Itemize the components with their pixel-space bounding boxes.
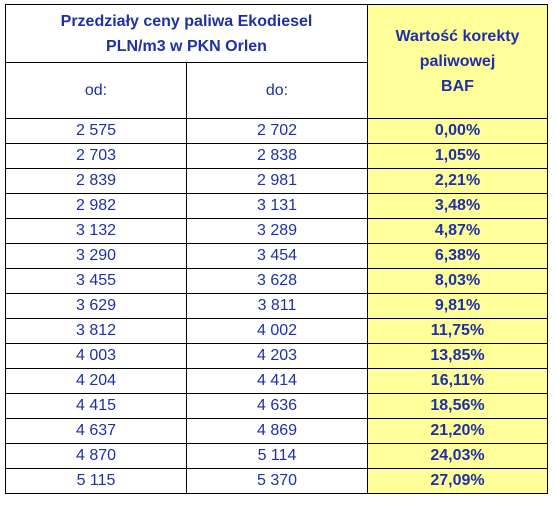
table-row: 3 812 4 002 11,75% (5, 318, 548, 344)
baf-header-line2: paliwowej (419, 53, 496, 70)
to-cell: 3 811 (186, 293, 368, 319)
price-range-header: Przedziały ceny paliwa Ekodiesel PLN/m3 … (5, 4, 368, 63)
baf-table-container: Przedziały ceny paliwa Ekodiesel PLN/m3 … (5, 4, 548, 494)
to-header: do: (186, 62, 368, 119)
table-row: 4 870 5 114 24,03% (5, 443, 548, 469)
baf-value-cell: 21,20% (367, 418, 548, 444)
table-row: 2 982 3 131 3,48% (5, 193, 548, 219)
baf-value-cell: 4,87% (367, 218, 548, 244)
baf-value-cell: 27,09% (367, 468, 548, 494)
to-cell: 4 203 (186, 343, 368, 369)
table-row: 4 003 4 203 13,85% (5, 343, 548, 369)
baf-value-cell: 9,81% (367, 293, 548, 319)
baf-value-cell: 2,21% (367, 168, 548, 194)
baf-value-cell: 1,05% (367, 143, 548, 169)
baf-table-body: Przedziały ceny paliwa Ekodiesel PLN/m3 … (5, 4, 548, 494)
header-row-sub: od: do: (5, 62, 548, 119)
to-cell: 3 289 (186, 218, 368, 244)
table-row: 2 575 2 702 0,00% (5, 118, 548, 144)
from-cell: 2 703 (5, 143, 187, 169)
from-cell: 5 115 (5, 468, 187, 494)
baf-header-line1: Wartość korekty (395, 28, 520, 45)
baf-value-cell: 24,03% (367, 443, 548, 469)
from-cell: 4 204 (5, 368, 187, 394)
table-row: 3 629 3 811 9,81% (5, 293, 548, 319)
table-row: 3 132 3 289 4,87% (5, 218, 548, 244)
to-cell: 3 628 (186, 268, 368, 294)
baf-value-cell: 0,00% (367, 118, 548, 144)
table-row: 3 455 3 628 8,03% (5, 268, 548, 294)
from-header: od: (5, 62, 187, 119)
table-row: 3 290 3 454 6,38% (5, 243, 548, 269)
to-cell: 2 838 (186, 143, 368, 169)
from-cell: 3 290 (5, 243, 187, 269)
baf-value-cell: 6,38% (367, 243, 548, 269)
to-cell: 5 114 (186, 443, 368, 469)
from-cell: 4 003 (5, 343, 187, 369)
table-row: 2 703 2 838 1,05% (5, 143, 548, 169)
baf-header-line3: BAF (441, 78, 474, 95)
baf-value-cell: 8,03% (367, 268, 548, 294)
from-cell: 2 575 (5, 118, 187, 144)
from-cell: 3 629 (5, 293, 187, 319)
from-cell: 4 637 (5, 418, 187, 444)
baf-table: Przedziały ceny paliwa Ekodiesel PLN/m3 … (5, 4, 548, 494)
from-cell: 2 982 (5, 193, 187, 219)
to-cell: 4 414 (186, 368, 368, 394)
price-range-header-line1: Przedziały ceny paliwa Ekodiesel (60, 12, 313, 30)
baf-header: Wartość korekty paliwowej BAF (367, 4, 548, 119)
baf-value-cell: 11,75% (367, 318, 548, 344)
from-cell: 4 415 (5, 393, 187, 419)
from-cell: 2 839 (5, 168, 187, 194)
baf-value-cell: 18,56% (367, 393, 548, 419)
from-cell: 3 455 (5, 268, 187, 294)
table-row: 5 115 5 370 27,09% (5, 468, 548, 494)
price-range-header-line2: PLN/m3 w PKN Orlen (106, 37, 267, 55)
table-row: 4 415 4 636 18,56% (5, 393, 548, 419)
from-cell: 4 870 (5, 443, 187, 469)
baf-value-cell: 13,85% (367, 343, 548, 369)
to-cell: 4 869 (186, 418, 368, 444)
baf-value-cell: 16,11% (367, 368, 548, 394)
to-cell: 2 981 (186, 168, 368, 194)
from-cell: 3 132 (5, 218, 187, 244)
to-cell: 4 002 (186, 318, 368, 344)
baf-value-cell: 3,48% (367, 193, 548, 219)
to-cell: 5 370 (186, 468, 368, 494)
to-cell: 2 702 (186, 118, 368, 144)
table-row: 4 204 4 414 16,11% (5, 368, 548, 394)
header-row-main: Przedziały ceny paliwa Ekodiesel PLN/m3 … (5, 4, 548, 119)
from-cell: 3 812 (5, 318, 187, 344)
to-cell: 3 131 (186, 193, 368, 219)
to-cell: 4 636 (186, 393, 368, 419)
table-row: 4 637 4 869 21,20% (5, 418, 548, 444)
table-row: 2 839 2 981 2,21% (5, 168, 548, 194)
to-cell: 3 454 (186, 243, 368, 269)
